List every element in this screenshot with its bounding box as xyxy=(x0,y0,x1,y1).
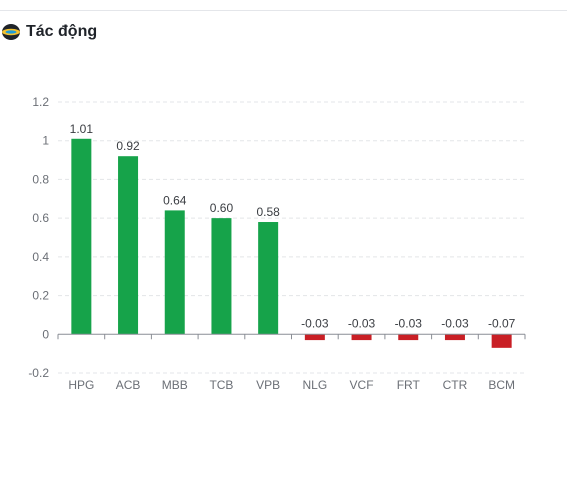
bars xyxy=(71,138,512,348)
x-tick-label: FRT xyxy=(397,378,421,392)
bar-acb xyxy=(118,156,139,335)
bar-value-label: -0.03 xyxy=(301,316,329,330)
x-tick-label: VPB xyxy=(256,378,280,392)
bar-mbb xyxy=(164,210,185,335)
section-header: Tác động xyxy=(0,20,97,44)
x-tick-label: BCM xyxy=(488,378,515,392)
bar-value-label: 0.92 xyxy=(116,139,140,153)
bar-value-label: 0.60 xyxy=(210,201,234,215)
y-tick-label: 0.4 xyxy=(32,250,49,264)
x-tick-label: MBB xyxy=(162,378,188,392)
x-tick-label: NLG xyxy=(303,378,328,392)
y-tick-label: 0.8 xyxy=(32,172,49,186)
y-tick-label: 1 xyxy=(42,134,49,148)
bar-vcf xyxy=(351,334,372,341)
y-tick-label: 1.2 xyxy=(32,95,49,109)
bar-value-label: -0.07 xyxy=(488,316,516,330)
bar-hpg xyxy=(71,138,92,335)
bar-frt xyxy=(398,334,419,341)
bar-ctr xyxy=(444,334,465,341)
bar-value-label: -0.03 xyxy=(395,316,423,330)
x-tick-label: HPG xyxy=(68,378,94,392)
bar-value-label: 0.64 xyxy=(163,193,187,207)
x-tick-label: TCB xyxy=(209,378,233,392)
x-tick-label: CTR xyxy=(443,378,468,392)
y-tick-label: 0.2 xyxy=(32,289,49,303)
x-axis xyxy=(57,333,526,340)
y-tick-label: 0 xyxy=(42,327,49,341)
bar-tcb xyxy=(211,218,232,335)
bar-nlg xyxy=(304,334,325,341)
top-divider xyxy=(0,10,567,11)
y-tick-label: 0.6 xyxy=(32,211,49,225)
y-axis-ticks: 1.2 1 0.8 0.6 0.4 0.2 0 -0.2 xyxy=(28,95,49,380)
bar-vpb xyxy=(258,222,279,335)
bar-value-labels: 1.01 0.92 0.64 0.60 0.58 -0.03 -0.03 -0.03 -0.03… xyxy=(70,122,516,331)
bar-value-label: 0.58 xyxy=(256,205,280,219)
bar-value-label: -0.03 xyxy=(441,316,469,330)
bar-bcm xyxy=(491,334,512,348)
globe-icon xyxy=(0,23,22,41)
bar-value-label: -0.03 xyxy=(348,316,376,330)
bar-value-label: 1.01 xyxy=(70,122,94,136)
section-title: Tác động xyxy=(26,23,98,40)
y-tick-label: -0.2 xyxy=(28,366,49,380)
x-tick-label: ACB xyxy=(116,378,141,392)
x-axis-ticks: HPG ACB MBB TCB VPB NLG VCF FRT CTR BCM xyxy=(68,378,515,392)
x-tick-label: VCF xyxy=(350,378,374,392)
